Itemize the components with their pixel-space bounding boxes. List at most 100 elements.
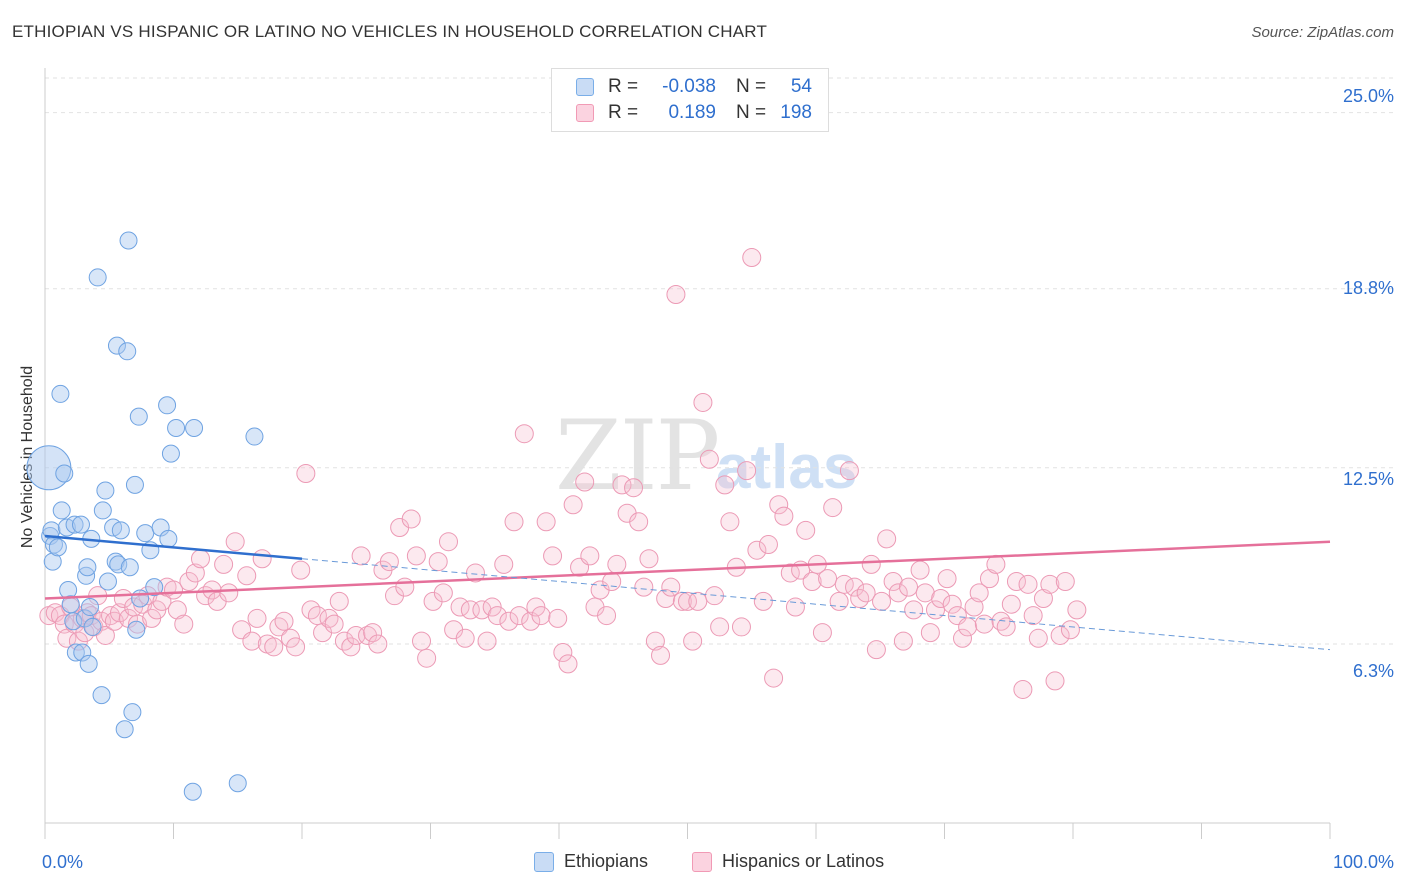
hispanic-point bbox=[536, 512, 556, 532]
hispanic-point bbox=[324, 614, 344, 634]
hispanic-point bbox=[634, 577, 654, 597]
ethiopian-point bbox=[71, 515, 90, 534]
ethiopian-point bbox=[96, 481, 115, 500]
hispanic-point bbox=[964, 597, 984, 617]
hispanic-point bbox=[802, 571, 822, 591]
hispanic-point bbox=[296, 463, 316, 483]
hispanic-point bbox=[1018, 574, 1038, 594]
bottom-legend-swatch bbox=[534, 851, 554, 872]
ethiopian-point bbox=[73, 643, 92, 662]
ethiopian-point bbox=[80, 598, 99, 617]
ethiopian-point bbox=[48, 538, 67, 557]
ethiopian-point bbox=[120, 558, 139, 577]
legend-swatch-ethiopians bbox=[576, 78, 594, 96]
hispanic-point bbox=[531, 606, 551, 626]
ethiopian-point bbox=[145, 578, 164, 597]
hispanic-point bbox=[110, 603, 130, 623]
hispanic-point bbox=[514, 424, 534, 444]
hispanic-point bbox=[477, 631, 497, 651]
hispanic-point bbox=[753, 591, 773, 611]
hispanic-point bbox=[796, 520, 816, 540]
ethiopian-point bbox=[127, 620, 146, 639]
bottom-legend-ethiopians: Ethiopians bbox=[534, 851, 648, 872]
hispanic-point bbox=[974, 614, 994, 634]
hispanic-point bbox=[645, 631, 665, 651]
ethiopian-point bbox=[183, 782, 202, 801]
hispanic-point bbox=[346, 625, 366, 645]
hispanic-point bbox=[688, 591, 708, 611]
hispanic-point bbox=[1067, 600, 1087, 620]
hispanic-point bbox=[1006, 571, 1026, 591]
legend-r-value: -0.038 bbox=[662, 76, 716, 97]
ethiopian-point bbox=[115, 720, 134, 739]
hispanic-point bbox=[438, 532, 458, 552]
hispanic-point bbox=[575, 472, 595, 492]
hispanic-point bbox=[264, 637, 284, 657]
hispanic-point bbox=[548, 608, 568, 628]
hispanic-point bbox=[774, 506, 794, 526]
hispanic-point bbox=[286, 637, 306, 657]
hispanic-point bbox=[785, 597, 805, 617]
hispanic-point bbox=[433, 583, 453, 603]
hispanic-point bbox=[829, 591, 849, 611]
hispanic-point bbox=[237, 566, 257, 586]
hispanic-point bbox=[678, 591, 697, 611]
hispanic-point bbox=[920, 623, 940, 643]
hispanic-point bbox=[866, 640, 886, 660]
ethiopian-point bbox=[93, 501, 112, 520]
hispanic-point bbox=[1028, 628, 1048, 648]
ethiopian-point bbox=[161, 444, 180, 463]
hispanic-point bbox=[341, 637, 361, 657]
hispanic-point bbox=[580, 546, 600, 566]
hispanic-point bbox=[899, 577, 919, 597]
hispanic-point bbox=[996, 617, 1016, 637]
ethiopian-point bbox=[125, 475, 144, 494]
hispanic-point bbox=[274, 611, 294, 631]
hispanic-point bbox=[351, 546, 371, 566]
hispanic-point bbox=[1060, 620, 1080, 640]
y-tick-label: 18.8% bbox=[1342, 278, 1394, 298]
hispanic-point bbox=[720, 512, 740, 532]
hispanic-point bbox=[1050, 625, 1070, 645]
hispanic-point bbox=[639, 549, 659, 569]
hispanic-point bbox=[363, 623, 383, 643]
hispanic-point bbox=[487, 606, 507, 626]
hispanic-point bbox=[247, 608, 267, 628]
hispanic-point bbox=[942, 594, 962, 614]
hispanic-point bbox=[651, 645, 671, 665]
watermark-zip: ZIP bbox=[555, 400, 720, 512]
ethiopian-point bbox=[245, 427, 264, 446]
hispanic-point bbox=[521, 611, 541, 631]
ethiopian-point bbox=[107, 336, 126, 355]
hispanic-point bbox=[1055, 571, 1075, 591]
hispanic-point bbox=[242, 631, 262, 651]
hispanic-point bbox=[986, 554, 1006, 574]
hispanic-point bbox=[543, 546, 563, 566]
hispanic-point bbox=[856, 583, 876, 603]
hispanic-point bbox=[412, 631, 432, 651]
hispanic-point bbox=[904, 600, 924, 620]
legend-n-value: 198 bbox=[780, 102, 812, 123]
hispanic-point bbox=[319, 608, 339, 628]
hispanic-point bbox=[417, 648, 437, 668]
ethiopian-point bbox=[119, 231, 138, 250]
hispanic-point bbox=[379, 552, 399, 572]
hispanic-point bbox=[715, 475, 735, 495]
ethiopian-point bbox=[66, 643, 85, 662]
legend-r-label: R = bbox=[608, 102, 639, 123]
hispanic-point bbox=[861, 554, 881, 574]
hispanic-point bbox=[747, 540, 767, 560]
hispanic-point bbox=[252, 549, 272, 569]
hispanic-point bbox=[693, 392, 713, 412]
ethiopian-point bbox=[131, 589, 150, 608]
bottom-legend-label: Ethiopians bbox=[564, 851, 649, 871]
y-tick-label: 12.5% bbox=[1342, 469, 1394, 489]
hispanic-point bbox=[823, 498, 843, 518]
hispanic-point bbox=[1033, 589, 1053, 609]
bottom-legend-label: Hispanics or Latinos bbox=[722, 851, 885, 871]
legend-swatch-hispanics bbox=[576, 104, 594, 122]
hispanic-point bbox=[190, 549, 210, 569]
hispanic-point bbox=[329, 591, 349, 611]
hispanic-point bbox=[164, 580, 183, 600]
